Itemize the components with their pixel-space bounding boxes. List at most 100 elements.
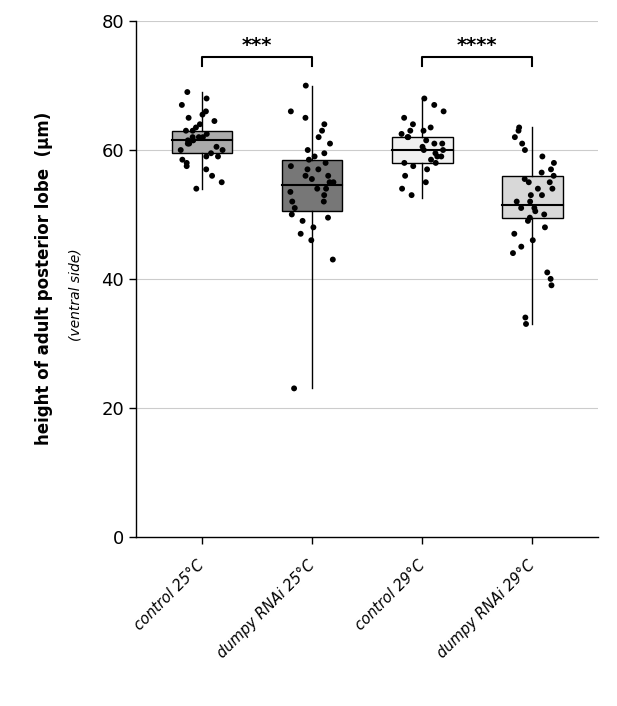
Point <box>304 154 314 165</box>
Point <box>198 131 208 143</box>
Point <box>508 248 518 259</box>
Point <box>290 203 300 214</box>
Point <box>184 138 194 149</box>
Point <box>525 212 535 223</box>
Point <box>408 119 418 130</box>
Point <box>218 145 228 156</box>
Text: control 25°C: control 25°C <box>132 557 207 633</box>
Point <box>418 125 428 136</box>
Point <box>547 280 557 291</box>
Point <box>426 154 436 165</box>
Point <box>207 170 217 181</box>
Point <box>178 154 188 165</box>
Point <box>296 228 305 239</box>
Point <box>537 151 547 162</box>
Text: control 29°C: control 29°C <box>352 557 428 633</box>
Point <box>419 145 429 156</box>
Point <box>546 164 556 175</box>
Y-axis label: height of adult posterior lobe  (μm): height of adult posterior lobe (μm) <box>35 112 52 445</box>
Point <box>191 122 201 133</box>
Point <box>437 138 447 149</box>
Point <box>549 170 558 181</box>
Point <box>188 131 197 143</box>
Point <box>433 151 442 162</box>
Point <box>516 241 526 252</box>
Point <box>325 176 334 188</box>
Point <box>436 151 446 162</box>
Point <box>212 141 222 152</box>
Point <box>307 234 317 246</box>
Point <box>286 106 296 117</box>
Point <box>421 176 431 188</box>
Point <box>513 125 523 136</box>
Point <box>181 125 191 136</box>
Point <box>521 318 531 330</box>
Point <box>516 203 526 214</box>
Point <box>526 189 536 201</box>
Point <box>520 174 529 185</box>
Point <box>210 115 220 126</box>
Point <box>188 125 197 136</box>
Point <box>323 212 333 223</box>
Point <box>201 151 211 162</box>
Point <box>183 138 193 149</box>
Point <box>407 189 416 201</box>
Point <box>321 157 331 169</box>
Point <box>528 234 538 246</box>
Point <box>213 151 223 162</box>
Point <box>197 109 207 120</box>
Point <box>539 209 549 220</box>
Point <box>520 145 530 156</box>
Point <box>399 157 409 169</box>
Point <box>514 122 524 133</box>
Point <box>206 148 216 159</box>
Text: ***: *** <box>242 36 272 55</box>
Point <box>438 145 448 156</box>
Point <box>510 131 520 143</box>
Point <box>300 112 310 124</box>
Point <box>177 100 187 111</box>
Point <box>287 209 297 220</box>
Point <box>549 157 559 169</box>
Point <box>545 176 555 188</box>
Point <box>408 160 418 172</box>
Point <box>400 170 410 181</box>
Point <box>531 205 540 217</box>
Point <box>399 112 409 124</box>
Point <box>217 176 226 188</box>
Point <box>183 86 193 97</box>
Point <box>397 183 407 194</box>
Bar <box>392 137 452 163</box>
Point <box>328 176 338 188</box>
Point <box>319 189 329 201</box>
Point <box>429 100 439 111</box>
Point <box>325 138 335 149</box>
Point <box>431 157 441 169</box>
Point <box>297 215 307 227</box>
Point <box>323 170 333 181</box>
Point <box>202 128 212 140</box>
Point <box>319 196 329 208</box>
Point <box>418 141 428 152</box>
Point <box>529 203 539 214</box>
Point <box>422 164 432 175</box>
Point <box>182 160 192 172</box>
Point <box>403 131 413 143</box>
Point <box>310 151 320 162</box>
Point <box>420 93 429 104</box>
Point <box>520 312 530 323</box>
Point <box>525 196 535 208</box>
Point <box>184 112 194 124</box>
Point <box>307 174 317 185</box>
Point <box>302 164 312 175</box>
Point <box>313 164 323 175</box>
Point <box>511 196 521 208</box>
Point <box>288 196 297 208</box>
Point <box>202 93 212 104</box>
Point <box>545 273 555 285</box>
Point <box>431 148 441 159</box>
Text: (ventral side): (ventral side) <box>68 248 83 340</box>
Point <box>421 135 431 146</box>
Point <box>426 122 436 133</box>
Point <box>404 131 413 143</box>
